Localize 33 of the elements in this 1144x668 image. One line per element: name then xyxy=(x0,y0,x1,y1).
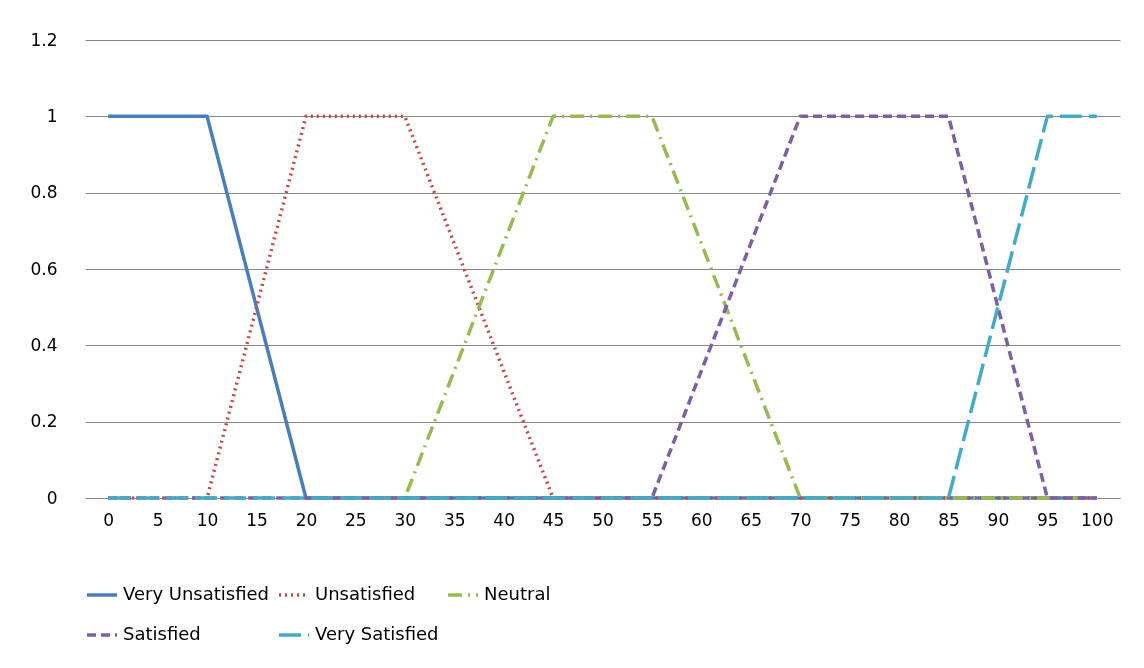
x-tick-label: 0 xyxy=(103,509,115,530)
x-tick-label: 65 xyxy=(740,509,763,530)
x-tick-label: 55 xyxy=(641,509,664,530)
x-tick-label: 100 xyxy=(1081,509,1114,530)
x-tick-label: 70 xyxy=(789,509,812,530)
legend-label: Satisfied xyxy=(123,623,201,644)
legend-label: Neutral xyxy=(484,583,551,604)
x-tick-label: 25 xyxy=(345,509,367,530)
x-tick-label: 85 xyxy=(938,509,960,530)
y-tick-label: 0 xyxy=(46,487,58,508)
x-tick-label: 10 xyxy=(196,509,219,530)
y-tick-label: 1.2 xyxy=(30,29,58,50)
x-tick-label: 20 xyxy=(295,509,318,530)
x-tick-label: 80 xyxy=(888,509,911,530)
x-tick-label: 40 xyxy=(493,509,515,530)
y-tick-label: 0.8 xyxy=(30,182,58,203)
x-tick-label: 50 xyxy=(592,509,614,530)
y-tick-label: 0.4 xyxy=(30,334,58,355)
legend-label: Unsatisfied xyxy=(315,583,416,604)
legend-label: Very Unsatisfied xyxy=(123,583,270,604)
x-tick-label: 60 xyxy=(691,509,713,530)
x-tick-label: 5 xyxy=(152,509,164,530)
y-tick-label: 0.2 xyxy=(30,411,58,432)
x-tick-label: 35 xyxy=(443,509,466,530)
y-tick-label: 1 xyxy=(46,105,58,126)
x-tick-label: 95 xyxy=(1037,509,1059,530)
legend-label: Very Satisfied xyxy=(315,623,439,644)
x-tick-label: 45 xyxy=(542,509,565,530)
x-tick-label: 75 xyxy=(839,509,861,530)
x-tick-label: 15 xyxy=(246,509,268,530)
x-tick-label: 90 xyxy=(987,509,1010,530)
y-tick-label: 0.6 xyxy=(30,258,58,279)
x-tick-label: 30 xyxy=(394,509,417,530)
